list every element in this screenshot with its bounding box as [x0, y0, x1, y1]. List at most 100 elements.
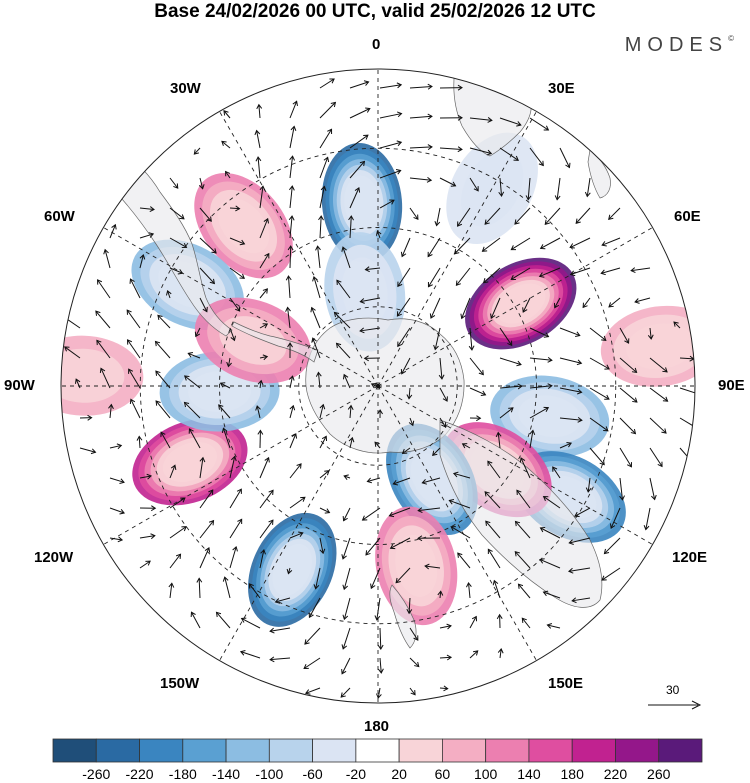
wind-arrow — [649, 477, 657, 501]
wind-arrow — [574, 507, 591, 518]
wind-arrow — [365, 537, 381, 556]
wind-arrow — [514, 520, 531, 539]
wind-arrow — [439, 114, 463, 121]
wind-arrow — [259, 185, 266, 209]
wind-arrow — [269, 656, 291, 663]
wind-arrow — [439, 685, 449, 692]
wind-arrow — [287, 245, 294, 269]
anomaly-band — [395, 534, 438, 597]
wind-arrow — [514, 550, 531, 569]
wind-arrow — [400, 237, 411, 258]
wind-arrow — [239, 650, 261, 659]
wind-arrow — [601, 237, 621, 247]
wind-arrow — [499, 383, 523, 390]
wind-arrow — [379, 111, 403, 119]
wind-arrow — [187, 352, 201, 359]
wind-arrow — [375, 230, 382, 239]
wind-arrow — [259, 323, 269, 329]
wind-arrow — [427, 237, 441, 258]
colorbar-swatch-13 — [615, 738, 660, 763]
australia — [439, 419, 603, 608]
wind-arrow — [349, 187, 361, 209]
wind-arrow — [359, 297, 381, 304]
wind-arrow — [571, 597, 591, 604]
wind-arrow — [229, 237, 246, 246]
wind-arrow — [457, 552, 471, 569]
wind-arrow — [139, 232, 155, 239]
wind-arrow — [259, 548, 266, 569]
wind-arrow — [169, 207, 185, 220]
wind-arrow — [388, 507, 411, 518]
wind-arrow — [342, 373, 351, 389]
wind-arrow — [289, 496, 306, 509]
wind-arrow — [469, 147, 493, 156]
wind-arrow — [289, 433, 298, 449]
wind-arrow — [397, 267, 411, 288]
wind-arrow — [310, 306, 321, 329]
wind-arrow — [364, 266, 381, 273]
colorbar-tick-label: 180 — [560, 766, 584, 782]
colorbar-swatch-14 — [658, 738, 703, 763]
wind-arrow — [589, 447, 605, 466]
wind-arrow — [289, 100, 298, 119]
wind-arrow — [199, 267, 216, 285]
latitude-circle-1 — [219, 227, 537, 545]
wind-arrow — [315, 245, 321, 269]
wind-arrow — [406, 387, 413, 400]
wind-arrow — [363, 355, 381, 362]
wind-arrow — [552, 466, 561, 479]
wind-arrow — [559, 357, 583, 366]
wind-arrow — [377, 409, 383, 419]
colorbar-swatch-1 — [95, 738, 140, 763]
wind-arrow — [183, 401, 201, 419]
wind-arrow — [553, 297, 561, 309]
colorbar — [52, 738, 703, 763]
wind-arrow — [395, 567, 411, 584]
lon-label-90w: 90W — [4, 377, 35, 394]
wind-arrow — [378, 657, 384, 674]
wind-arrow — [218, 404, 231, 419]
wind-arrow — [229, 518, 243, 539]
anomaly-band — [344, 175, 380, 231]
colorbar-tick-label: -60 — [302, 766, 323, 782]
wind-arrow — [319, 101, 337, 119]
wind-arrow — [457, 207, 471, 227]
wind-arrow — [74, 378, 81, 389]
chart-title: Base 24/02/2026 00 UTC, valid 25/02/2026… — [154, 1, 596, 22]
wind-arrow — [341, 627, 351, 650]
wind-arrow — [497, 648, 504, 659]
wind-arrow — [139, 560, 151, 569]
wind-arrow — [499, 117, 522, 127]
wind-arrow — [582, 297, 591, 309]
colorbar-swatch-7 — [355, 738, 400, 763]
latitude-circle-2 — [139, 147, 617, 625]
wind-arrow — [199, 207, 212, 222]
wind-arrow — [223, 110, 231, 119]
wind-arrow — [240, 617, 261, 629]
wind-arrow — [469, 357, 484, 376]
wind-arrow — [568, 537, 591, 545]
wind-arrow — [522, 297, 531, 313]
wind-arrow — [199, 297, 208, 313]
wind-arrow — [409, 207, 419, 221]
wind-arrow — [222, 576, 231, 599]
wind-arrow — [165, 289, 172, 299]
wind-arrow — [370, 567, 381, 590]
wind-arrow — [155, 400, 171, 419]
wind-arrow — [469, 387, 487, 397]
wind-arrow — [349, 107, 371, 119]
colorbar-tick-label: -100 — [255, 766, 284, 782]
wind-arrow — [139, 505, 157, 512]
wind-arrow — [417, 535, 441, 542]
wind-arrow — [673, 321, 681, 329]
wind-arrow — [288, 375, 295, 389]
wind-arrow — [269, 627, 291, 634]
wind-arrow — [226, 357, 232, 368]
latitude-circle-0 — [298, 306, 458, 466]
wind-arrow — [126, 339, 141, 359]
wind-arrow — [319, 128, 333, 149]
wind-arrow — [259, 217, 270, 239]
wind-arrow — [254, 129, 261, 149]
wind-arrow — [484, 207, 501, 225]
wind-arrow — [199, 519, 215, 539]
